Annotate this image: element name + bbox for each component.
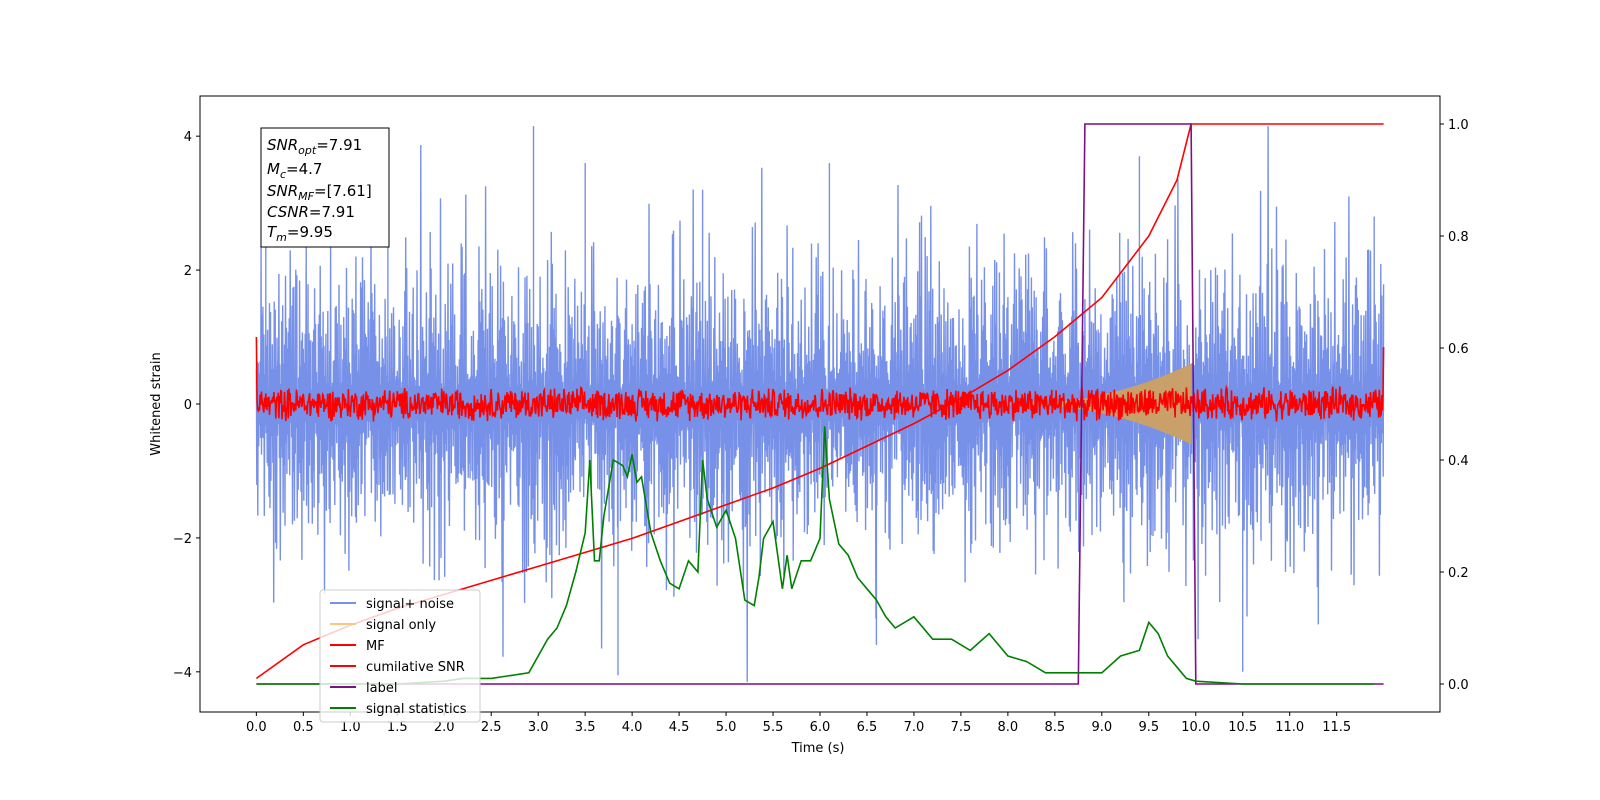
x-tick-label: 7.0 [904,720,925,735]
y-axis-right: 1.0 0.8 0.6 0.4 0.2 0.0 [1440,118,1469,693]
x-axis-label: Time (s) [791,741,845,756]
stats-mc: Mc=4.7 [267,160,322,181]
x-tick-label: 7.5 [951,720,972,735]
x-tick-label: 2.0 [434,720,455,735]
x-tick-label: 11.5 [1322,720,1351,735]
y-axis-left: 4 2 0 −2 −4 [173,130,200,681]
stats-box-frame [260,127,390,248]
legend: signal+ noise signal only MF cumilative SNR… [319,589,481,723]
plot-layer [255,123,1385,685]
x-tick-label: 1.5 [387,720,408,735]
x-tick-label: 10.5 [1228,720,1257,735]
series-signal-noise [255,126,1385,682]
x-tick-label: 6.0 [810,720,831,735]
legend-label: signal statistics [366,702,467,717]
series-label [256,123,1384,685]
x-tick-label: 8.5 [1045,720,1066,735]
stats-snr-opt: SNRopt=7.91 [267,136,362,157]
y-left-tick-label: 0 [184,398,192,413]
stats-snr-mf: SNRMF=[7.61] [267,182,372,203]
legend-label: cumilative SNR [366,660,465,675]
x-tick-label: 4.0 [622,720,643,735]
y-right-tick-label: 1.0 [1448,118,1469,133]
x-tick-label: 5.0 [716,720,737,735]
x-tick-label: 11.0 [1275,720,1304,735]
stats-box: SNRopt=7.91 Mc=4.7 SNRMF=[7.61] CSNR=7.9… [260,127,390,248]
stats-csnr: CSNR=7.91 [267,203,355,221]
y-right-tick-label: 0.8 [1448,230,1469,245]
x-tick-label: 9.0 [1091,720,1112,735]
y-right-tick-label: 0.4 [1448,454,1469,469]
y-left-tick-label: −4 [173,666,192,681]
x-tick-label: 4.5 [669,720,690,735]
legend-label: label [366,681,397,696]
x-tick-label: 8.0 [998,720,1019,735]
legend-label: MF [366,639,385,654]
x-tick-label: 3.0 [528,720,549,735]
x-tick-label: 2.5 [481,720,502,735]
y-left-tick-label: 4 [184,130,192,145]
y-right-tick-label: 0.0 [1448,678,1469,693]
series-mf [255,336,1385,422]
x-tick-label: 1.0 [340,720,361,735]
legend-frame [319,589,481,723]
x-tick-label: 0.5 [293,720,314,735]
y-left-tick-label: −2 [173,532,192,547]
x-tick-label: 0.0 [246,720,267,735]
x-axis: 0.0 0.5 1.0 1.5 2.0 2.5 3.0 3.5 4.0 4.5 5.0 5.5 6.0 6… [246,712,1351,735]
x-tick-label: 9.5 [1138,720,1159,735]
x-tick-label: 5.5 [763,720,784,735]
y-axis-label: Whitened strain [149,352,164,455]
stats-tm: Tm=9.95 [267,223,333,244]
y-right-tick-label: 0.6 [1448,342,1469,357]
x-tick-label: 6.5 [857,720,878,735]
legend-label: signal+ noise [366,597,454,612]
x-tick-label: 3.5 [575,720,596,735]
y-right-tick-label: 0.2 [1448,566,1469,581]
series-signal-statistics [256,426,1375,685]
x-tick-label: 10.0 [1181,720,1210,735]
legend-label: signal only [366,618,436,633]
y-left-tick-label: 2 [184,264,192,279]
